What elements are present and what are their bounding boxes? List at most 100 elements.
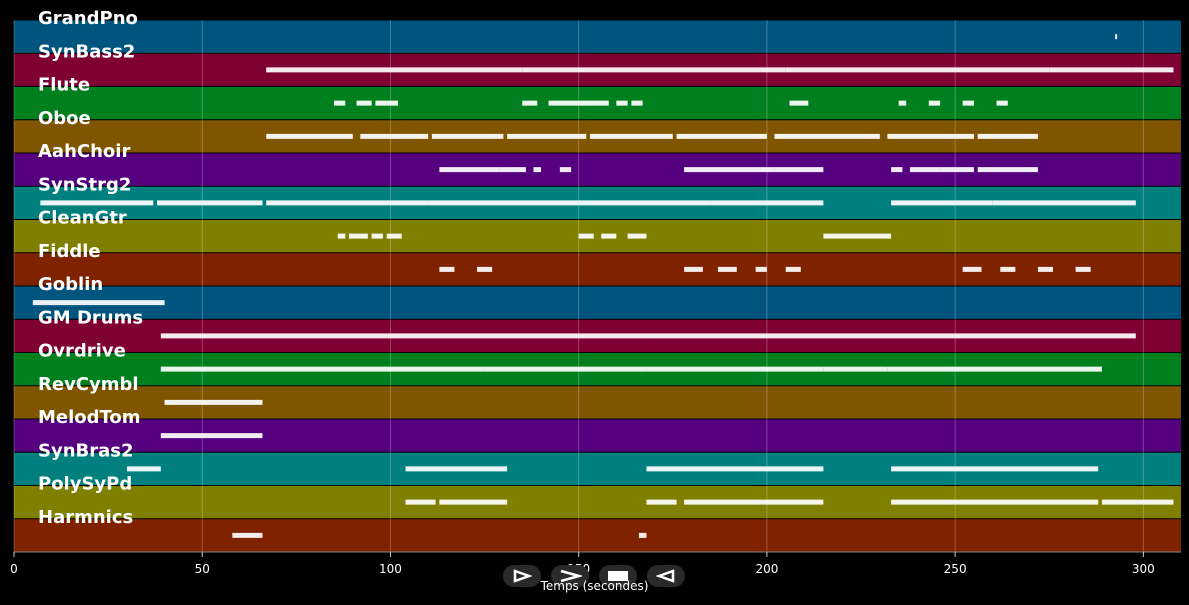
note-segment [428, 200, 579, 206]
track-band [14, 20, 1181, 53]
note-segment [371, 233, 383, 239]
play-forward-button[interactable] [503, 565, 541, 587]
track-label: RevCymbl [38, 374, 139, 395]
note-segment [785, 266, 801, 272]
note-segment [823, 233, 892, 239]
note-segment [823, 366, 888, 372]
note-segment [484, 366, 647, 372]
note-segment [887, 133, 974, 139]
note-segment [1115, 34, 1118, 40]
note-segment [1101, 499, 1174, 505]
note-segment [266, 67, 391, 73]
note-segment [646, 466, 824, 472]
note-segment [891, 167, 903, 173]
note-segment [1049, 67, 1133, 73]
note-segment [940, 167, 974, 173]
play-reverse-icon [656, 569, 675, 583]
note-segment [992, 200, 1136, 206]
note-segment [439, 167, 470, 173]
track-band [14, 253, 1181, 286]
note-segment [360, 133, 429, 139]
note-segment [653, 333, 918, 339]
note-segment [909, 167, 941, 173]
note-segment [578, 233, 594, 239]
note-segment [522, 67, 654, 73]
note-segment [333, 100, 346, 106]
track-label: Flute [38, 75, 90, 96]
note-segment [774, 167, 824, 173]
note-segment [589, 133, 673, 139]
note-segment [789, 100, 809, 106]
note-segment [646, 499, 677, 505]
note-segment [627, 233, 647, 239]
track-label: Oboe [38, 108, 91, 129]
note-segment [499, 167, 526, 173]
track-label: Fiddle [38, 241, 101, 262]
note-segment [1000, 266, 1016, 272]
note-segment [232, 532, 263, 538]
track-label: GrandPno [38, 8, 138, 29]
track-band [14, 220, 1181, 253]
fast-forward-button[interactable] [551, 565, 589, 587]
x-tick-label: 250 [944, 562, 967, 576]
track-label: Ovrdrive [38, 341, 126, 362]
track-band [14, 519, 1181, 552]
note-segment [405, 466, 508, 472]
note-segment [631, 100, 643, 106]
note-segment [684, 167, 718, 173]
note-segment [160, 366, 398, 372]
play-forward-icon [513, 569, 532, 583]
note-segment [676, 133, 767, 139]
track-label: GM Drums [38, 307, 143, 328]
track-label: Goblin [38, 274, 103, 295]
note-segment [898, 100, 907, 106]
stop-button[interactable] [599, 565, 637, 587]
note-segment [928, 100, 941, 106]
note-segment [126, 466, 161, 472]
x-tick-label: 300 [1132, 562, 1155, 576]
note-segment [160, 333, 391, 339]
track-label: MelodTom [38, 407, 141, 428]
note-segment [32, 300, 165, 306]
note-segment [1132, 67, 1174, 73]
note-segment [386, 233, 402, 239]
note-segment [157, 200, 263, 206]
note-segment [349, 233, 368, 239]
note-segment [548, 100, 609, 106]
note-segment [962, 266, 982, 272]
note-segment [917, 333, 1136, 339]
note-segment [891, 200, 993, 206]
note-segment [785, 67, 918, 73]
note-segment [405, 499, 436, 505]
stop-icon [608, 571, 628, 581]
note-segment [266, 133, 353, 139]
x-axis-label: Temps (secondes) [540, 579, 649, 593]
note-segment [477, 266, 493, 272]
note-segment [578, 200, 711, 206]
note-segment [891, 466, 1099, 472]
note-segment [390, 67, 523, 73]
note-segment [601, 233, 617, 239]
note-segment [891, 499, 1099, 505]
note-segment [653, 67, 786, 73]
note-segment [1037, 266, 1054, 272]
track-band [14, 286, 1181, 319]
note-segment [390, 333, 654, 339]
note-segment [439, 266, 455, 272]
note-segment [160, 433, 263, 439]
note-segment [638, 532, 647, 538]
x-tick-label: 0 [10, 562, 18, 576]
note-segment [996, 100, 1008, 106]
x-tick-label: 100 [379, 562, 402, 576]
track-label: SynStrg2 [38, 174, 131, 195]
play-reverse-button[interactable] [647, 565, 685, 587]
note-segment [533, 167, 542, 173]
note-segment [1075, 266, 1091, 272]
note-segment [717, 266, 737, 272]
track-label: SynBras2 [38, 440, 134, 461]
note-segment [710, 200, 824, 206]
note-segment [439, 499, 508, 505]
note-segment [684, 499, 824, 505]
